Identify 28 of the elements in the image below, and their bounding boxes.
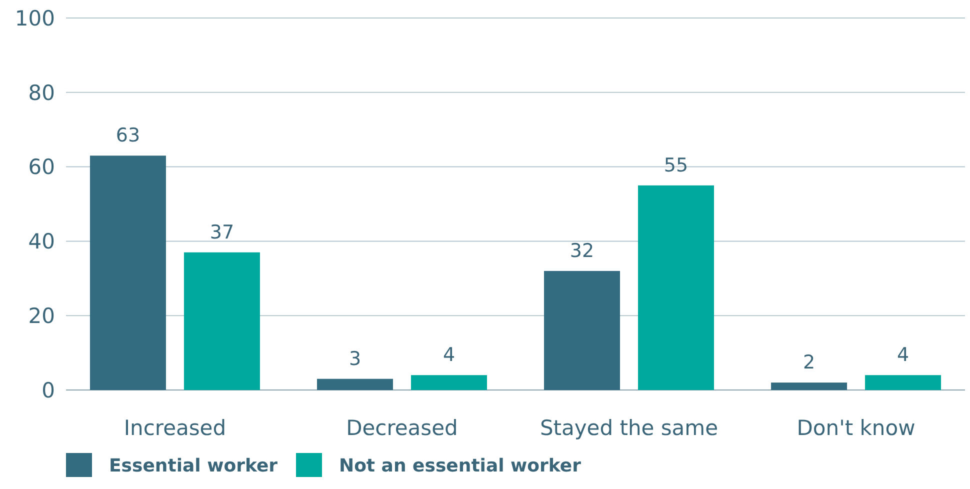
- bar: [544, 270, 620, 390]
- y-tick-label: 40: [28, 230, 55, 254]
- y-tick-label: 60: [28, 155, 55, 180]
- bar: [90, 156, 166, 390]
- data-label: 2: [802, 352, 816, 374]
- data-label: 55: [664, 154, 688, 176]
- data-label: 32: [570, 240, 594, 262]
- y-tick-label: 80: [28, 80, 55, 105]
- data-label: 63: [116, 124, 140, 147]
- data-label: 37: [210, 221, 234, 244]
- legend-label: Not an essential worker: [339, 455, 582, 476]
- x-tick-label: Stayed the same: [540, 416, 718, 440]
- data-label: 4: [442, 344, 456, 366]
- x-tick-label: Increased: [124, 416, 226, 440]
- y-tick-label: 0: [42, 378, 55, 402]
- data-label: 4: [896, 344, 910, 366]
- bar: [771, 382, 848, 390]
- bar: [638, 185, 714, 390]
- data-label: 3: [348, 348, 362, 370]
- legend-label: Essential worker: [109, 455, 278, 476]
- bar: [184, 252, 260, 390]
- x-tick-label: Decreased: [346, 416, 458, 440]
- y-tick-label: 20: [28, 304, 55, 328]
- x-tick-label: Don't know: [796, 416, 916, 440]
- bar: [410, 375, 487, 390]
- bar: [316, 378, 393, 390]
- y-tick-label: 100: [14, 6, 55, 30]
- bar: [865, 375, 942, 390]
